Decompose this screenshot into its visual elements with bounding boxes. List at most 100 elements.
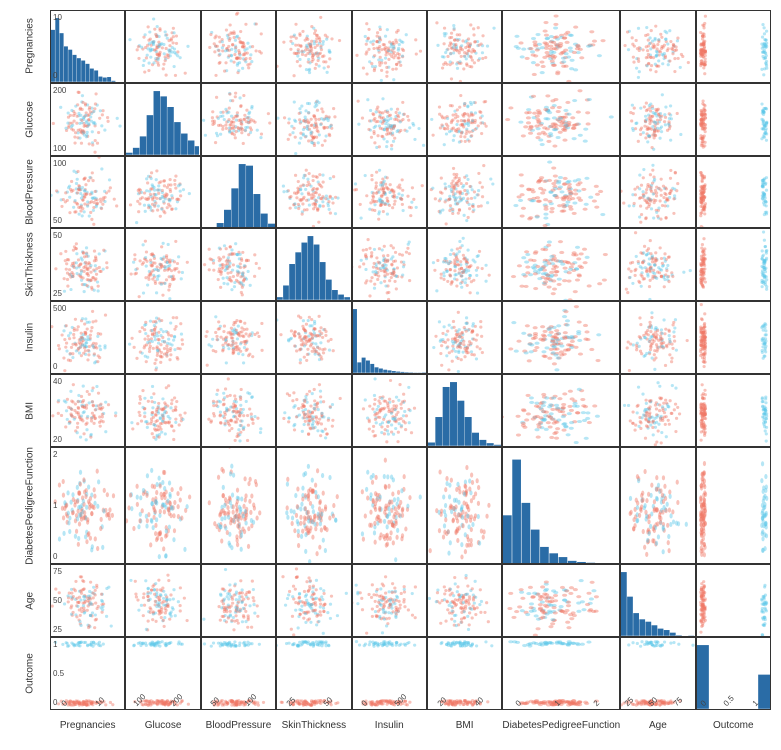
cell-5-8 [696, 374, 771, 447]
cell-8-8: 00.51 [696, 637, 771, 710]
cell-2-5 [427, 156, 502, 229]
cell-8-4: 0500 [352, 637, 427, 710]
cell-4-8 [696, 301, 771, 374]
cell-0-6 [502, 10, 620, 83]
cell-7-5 [427, 564, 502, 637]
cell-0-4 [352, 10, 427, 83]
cell-8-1: 100200 [125, 637, 200, 710]
xlabel-DiabetesPedigreeFunction: DiabetesPedigreeFunction [502, 710, 620, 740]
cell-5-2 [201, 374, 276, 447]
cell-5-6 [502, 374, 620, 447]
cell-5-3 [276, 374, 351, 447]
ylabel-Pregnancies: Pregnancies [10, 10, 50, 83]
cell-6-3 [276, 447, 351, 565]
cell-6-0: 012 [50, 447, 125, 565]
cell-7-7 [620, 564, 695, 637]
ylabel-Age: Age [10, 564, 50, 637]
cell-1-1 [125, 83, 200, 156]
xlabel-Outcome: Outcome [696, 710, 771, 740]
cell-3-1 [125, 228, 200, 301]
ylabel-BloodPressure: BloodPressure [10, 156, 50, 229]
cell-6-8 [696, 447, 771, 565]
cell-7-8 [696, 564, 771, 637]
cell-3-7 [620, 228, 695, 301]
cell-3-4 [352, 228, 427, 301]
cell-6-4 [352, 447, 427, 565]
cell-2-6 [502, 156, 620, 229]
cell-0-2 [201, 10, 276, 83]
ylabel-Outcome: Outcome [10, 637, 50, 710]
cell-8-7: 255075 [620, 637, 695, 710]
cell-1-8 [696, 83, 771, 156]
cell-7-4 [352, 564, 427, 637]
cell-0-0: 010 [50, 10, 125, 83]
cell-6-5 [427, 447, 502, 565]
cell-1-7 [620, 83, 695, 156]
cell-0-3 [276, 10, 351, 83]
cell-1-3 [276, 83, 351, 156]
xlabel-Pregnancies: Pregnancies [50, 710, 125, 740]
cell-7-6 [502, 564, 620, 637]
cell-3-0: 2550 [50, 228, 125, 301]
ylabel-BMI: BMI [10, 374, 50, 447]
cell-4-5 [427, 301, 502, 374]
cell-2-0: 50100 [50, 156, 125, 229]
cell-2-2 [201, 156, 276, 229]
cell-2-1 [125, 156, 200, 229]
cell-8-6: 012 [502, 637, 620, 710]
xlabel-BMI: BMI [427, 710, 502, 740]
cell-8-2: 50100 [201, 637, 276, 710]
cell-2-7 [620, 156, 695, 229]
cell-5-1 [125, 374, 200, 447]
cell-3-5 [427, 228, 502, 301]
pairplot-grid: Pregnancies010Glucose100200BloodPressure… [10, 10, 771, 740]
cell-1-4 [352, 83, 427, 156]
cell-3-2 [201, 228, 276, 301]
cell-1-6 [502, 83, 620, 156]
cell-2-3 [276, 156, 351, 229]
cell-7-1 [125, 564, 200, 637]
cell-0-8 [696, 10, 771, 83]
cell-5-5 [427, 374, 502, 447]
cell-8-5: 2040 [427, 637, 502, 710]
cell-2-4 [352, 156, 427, 229]
ylabel-Insulin: Insulin [10, 301, 50, 374]
cell-2-8 [696, 156, 771, 229]
ylabel-Glucose: Glucose [10, 83, 50, 156]
xlabel-SkinThickness: SkinThickness [276, 710, 351, 740]
cell-3-6 [502, 228, 620, 301]
cell-6-6 [502, 447, 620, 565]
cell-1-5 [427, 83, 502, 156]
ylabel-SkinThickness: SkinThickness [10, 228, 50, 301]
cell-7-2 [201, 564, 276, 637]
cell-4-4 [352, 301, 427, 374]
cell-6-7 [620, 447, 695, 565]
cell-0-7 [620, 10, 695, 83]
cell-5-7 [620, 374, 695, 447]
cell-6-2 [201, 447, 276, 565]
cell-8-3: 2550 [276, 637, 351, 710]
cell-0-5 [427, 10, 502, 83]
cell-3-3 [276, 228, 351, 301]
cell-4-7 [620, 301, 695, 374]
cell-1-2 [201, 83, 276, 156]
cell-3-8 [696, 228, 771, 301]
xlabel-BloodPressure: BloodPressure [201, 710, 276, 740]
cell-5-0: 2040 [50, 374, 125, 447]
cell-1-0: 100200 [50, 83, 125, 156]
cell-0-1 [125, 10, 200, 83]
cell-4-1 [125, 301, 200, 374]
cell-4-0: 0500 [50, 301, 125, 374]
xlabel-Glucose: Glucose [125, 710, 200, 740]
cell-4-6 [502, 301, 620, 374]
cell-6-1 [125, 447, 200, 565]
cell-8-0: 00.51010 [50, 637, 125, 710]
scatter-matrix: Pregnancies010Glucose100200BloodPressure… [10, 10, 771, 740]
cell-7-0: 255075 [50, 564, 125, 637]
cell-4-2 [201, 301, 276, 374]
xlabel-Age: Age [620, 710, 695, 740]
cell-7-3 [276, 564, 351, 637]
ylabel-DiabetesPedigreeFunction: DiabetesPedigreeFunction [10, 447, 50, 565]
xlabel-Insulin: Insulin [352, 710, 427, 740]
cell-5-4 [352, 374, 427, 447]
